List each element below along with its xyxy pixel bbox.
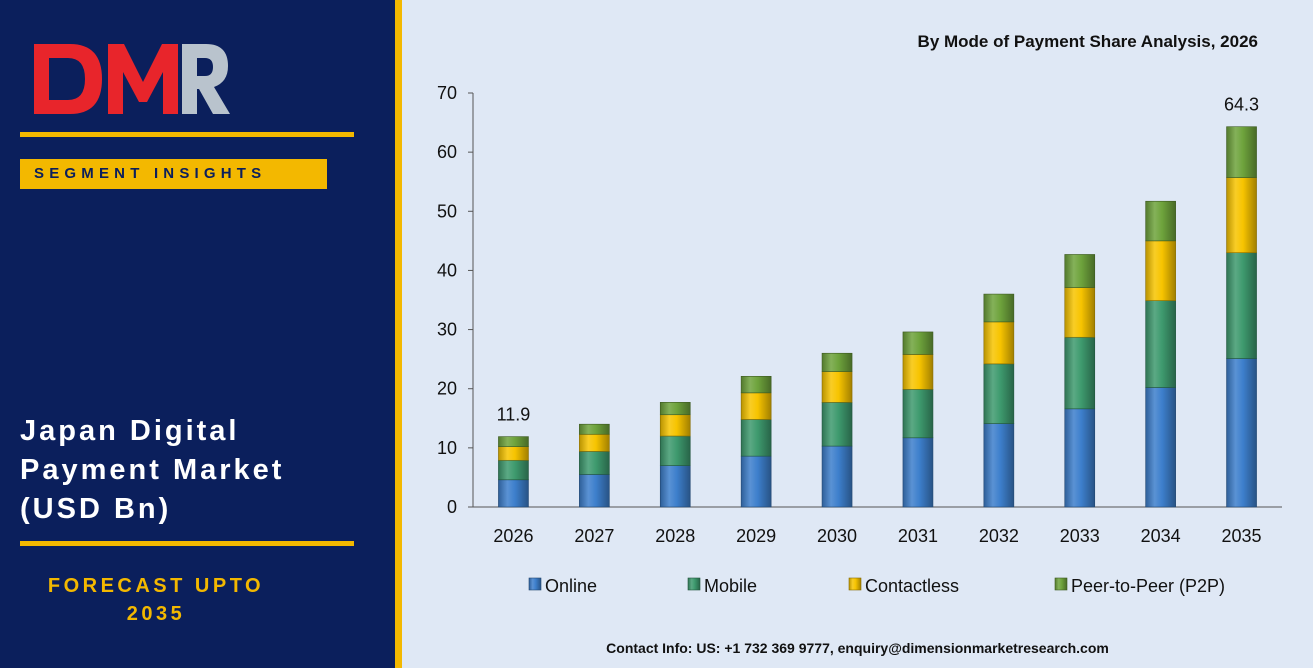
x-tick-label: 2030 [817, 526, 857, 546]
dmr-logo [34, 44, 230, 114]
bar-segment-contactless-2026 [498, 446, 529, 461]
x-tick-label: 2033 [1060, 526, 1100, 546]
legend-swatch-online [528, 577, 542, 591]
forecast-line-1: FORECAST UPTO [47, 575, 265, 597]
x-tick-label: 2035 [1222, 526, 1262, 546]
divider-line-top [20, 132, 354, 137]
y-tick-label: 20 [437, 379, 457, 399]
bar-segment-online-2035 [1226, 358, 1257, 508]
bar-segment-contactless-2028 [659, 414, 691, 437]
market-title-line-1: Japan Digital [20, 415, 240, 447]
forecast-line-2: 2035 [126, 603, 186, 625]
legend-label-mobile: Mobile [704, 576, 757, 596]
bar-segment-mobile-2028 [659, 435, 691, 466]
chart-title: By Mode of Payment Share Analysis, 2026 [917, 32, 1258, 51]
bar-segment-mobile-2034 [1145, 300, 1176, 388]
bar-segment-peer-to-peer-p2p--2034 [1145, 200, 1176, 242]
bar-segment-mobile-2030 [821, 402, 853, 447]
bar-segment-mobile-2035 [1226, 252, 1257, 359]
bar-segment-peer-to-peer-p2p--2030 [821, 352, 853, 372]
x-tick-label: 2029 [736, 526, 776, 546]
x-tick-label: 2032 [979, 526, 1019, 546]
left-panel: SEGMENT INSIGHTS Japan Digital Payment M… [0, 0, 395, 668]
bar-segment-peer-to-peer-p2p--2035 [1226, 126, 1257, 178]
contact-info: Contact Info: US: +1 732 369 9777, enqui… [606, 640, 1109, 656]
x-tick-label: 2027 [574, 526, 614, 546]
bar-segment-contactless-2027 [579, 433, 610, 452]
market-title-line-3: (USD Bn) [20, 493, 172, 525]
legend-label-peer-to-peer-p2p-: Peer-to-Peer (P2P) [1071, 576, 1225, 596]
bar-segment-peer-to-peer-p2p--2033 [1064, 254, 1096, 288]
x-tick-label: 2026 [493, 526, 533, 546]
x-tick-label: 2031 [898, 526, 938, 546]
y-tick-label: 30 [437, 320, 457, 340]
legend-swatch-mobile [687, 577, 701, 591]
bar-segment-online-2030 [821, 445, 853, 508]
bar-segment-mobile-2029 [740, 419, 772, 457]
bar-segment-online-2026 [498, 479, 529, 508]
bar-segment-online-2029 [740, 455, 772, 508]
bar-segment-contactless-2031 [902, 354, 934, 390]
bar-segment-online-2027 [579, 474, 610, 508]
data-label-2035: 64.3 [1224, 95, 1259, 115]
bar-segment-mobile-2033 [1064, 336, 1096, 410]
bar-segment-mobile-2031 [902, 389, 934, 439]
bar-segment-peer-to-peer-p2p--2028 [659, 402, 691, 416]
y-tick-label: 10 [437, 438, 457, 458]
x-tick-label: 2028 [655, 526, 695, 546]
legend-label-contactless: Contactless [865, 576, 959, 596]
y-tick-label: 60 [437, 142, 457, 162]
bar-segment-contactless-2035 [1226, 177, 1257, 253]
legend-swatch-contactless [848, 577, 862, 591]
bar-segment-peer-to-peer-p2p--2029 [740, 375, 772, 394]
bar-segment-online-2032 [983, 423, 1015, 508]
bar-segment-online-2034 [1145, 387, 1176, 508]
y-tick-label: 0 [447, 497, 457, 517]
y-tick-label: 50 [437, 201, 457, 221]
bar-segment-contactless-2030 [821, 371, 853, 403]
market-title-line-2: Payment Market [20, 454, 285, 486]
bar-segment-contactless-2033 [1064, 287, 1096, 338]
y-tick-label: 40 [437, 260, 457, 280]
bar-segment-contactless-2029 [740, 392, 772, 420]
data-label-2026: 11.9 [497, 405, 531, 425]
bar-segment-peer-to-peer-p2p--2027 [579, 423, 610, 435]
bar-segment-peer-to-peer-p2p--2031 [902, 331, 934, 355]
divider-line-bottom [20, 541, 354, 546]
panel-divider [395, 0, 402, 668]
x-tick-label: 2034 [1141, 526, 1181, 546]
bar-segment-mobile-2032 [983, 363, 1015, 424]
bar-segment-online-2028 [659, 465, 691, 508]
market-title: Japan Digital Payment Market (USD Bn) [20, 412, 380, 529]
bar-segment-mobile-2026 [498, 459, 529, 481]
bar-segment-contactless-2034 [1145, 240, 1176, 301]
legend-swatch-peer-to-peer-p2p- [1054, 577, 1068, 591]
bar-segment-online-2033 [1064, 408, 1096, 508]
bar-segment-mobile-2027 [579, 451, 610, 475]
y-tick-label: 70 [437, 83, 457, 103]
bar-segment-peer-to-peer-p2p--2032 [983, 293, 1015, 323]
segment-insights-badge: SEGMENT INSIGHTS [20, 159, 327, 189]
legend-label-online: Online [545, 576, 597, 596]
bar-segment-peer-to-peer-p2p--2026 [498, 436, 529, 447]
forecast-label: FORECAST UPTO 2035 [20, 572, 292, 628]
bar-segment-online-2031 [902, 437, 934, 508]
bar-segment-contactless-2032 [983, 321, 1015, 365]
